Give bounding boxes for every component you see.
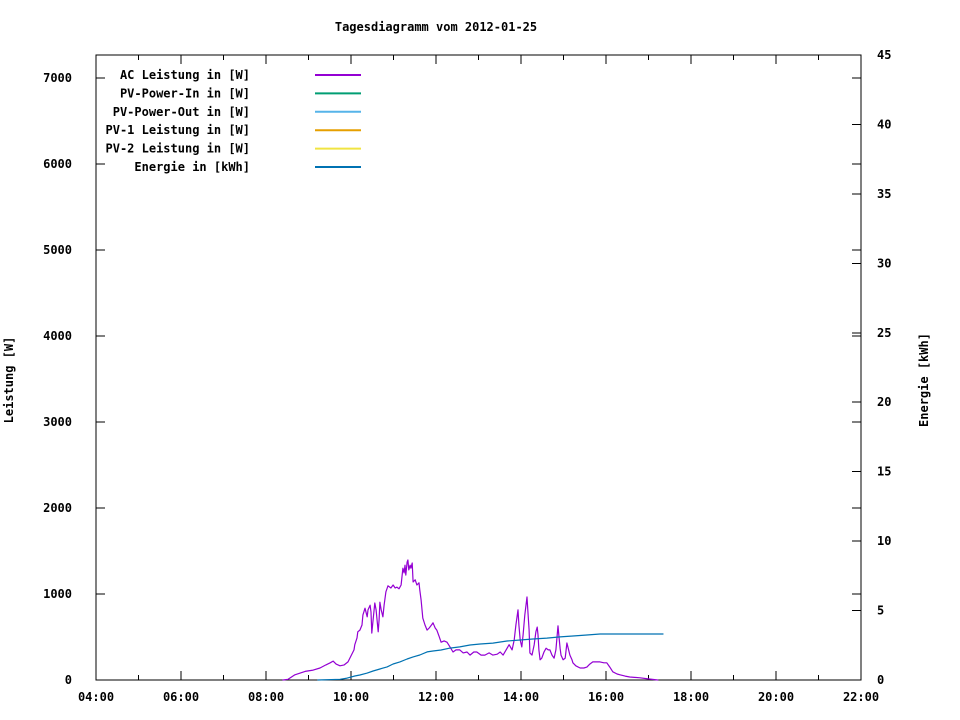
x-tick-label: 12:00	[418, 690, 454, 704]
x-tick-label: 16:00	[588, 690, 624, 704]
legend-entry: AC Leistung in [W]	[120, 68, 361, 82]
series-line-5	[317, 633, 664, 681]
y2-tick-label: 0	[877, 673, 884, 687]
y2-tick-label: 30	[877, 256, 891, 270]
y1-tick-label: 2000	[43, 501, 72, 515]
y1-tick-label: 7000	[43, 71, 72, 85]
x-axis-labels: 04:00 06:00 08:00 10:00 12:00 14:00 16:00 18:00…	[78, 690, 879, 704]
chart-title: Tagesdiagramm vom 2012-01-25	[335, 20, 537, 34]
x-tick-label: 18:00	[673, 690, 709, 704]
y-axis-left-label: Leistung [W]	[2, 337, 16, 424]
y1-tick-label: 4000	[43, 329, 72, 343]
y1-tick-label: 0	[65, 673, 72, 687]
y2-tick-label: 15	[877, 465, 891, 479]
legend: AC Leistung in [W] PV-Power-In in [W] PV-P…	[106, 68, 361, 174]
legend-label: PV-1 Leistung in [W]	[106, 123, 251, 137]
y2-tick-label: 10	[877, 534, 891, 548]
x-tick-label: 06:00	[163, 690, 199, 704]
legend-entry: Energie in [kWh]	[134, 160, 361, 174]
y2-tick-label: 40	[877, 117, 891, 131]
legend-entry: PV-Power-Out in [W]	[113, 105, 361, 119]
legend-label: PV-Power-Out in [W]	[113, 105, 250, 119]
y-axis-left-ticks: 0 1000 2000 3000 4000 5000 6000 7000	[43, 71, 861, 687]
y1-tick-label: 5000	[43, 243, 72, 257]
x-tick-label: 14:00	[503, 690, 539, 704]
y-axis-right-ticks: 0 5 10 15 20 25 30 35 40 45	[852, 48, 891, 687]
legend-entry: PV-Power-In in [W]	[120, 86, 361, 100]
legend-label: PV-2 Leistung in [W]	[106, 142, 251, 156]
x-tick-label: 04:00	[78, 690, 114, 704]
legend-label: AC Leistung in [W]	[120, 68, 250, 82]
legend-label: Energie in [kWh]	[134, 160, 250, 174]
y1-tick-label: 3000	[43, 415, 72, 429]
legend-label: PV-Power-In in [W]	[120, 86, 250, 100]
plot-area: 04:00 06:00 08:00 10:00 12:00 14:00 16:00 18:00…	[43, 48, 891, 704]
x-tick-label: 20:00	[758, 690, 794, 704]
legend-entry: PV-1 Leistung in [W]	[106, 123, 361, 137]
series-curves	[282, 559, 664, 681]
y2-tick-label: 20	[877, 395, 891, 409]
legend-entry: PV-2 Leistung in [W]	[106, 142, 361, 156]
y1-tick-label: 6000	[43, 157, 72, 171]
x-tick-label: 10:00	[333, 690, 369, 704]
y2-tick-label: 25	[877, 326, 891, 340]
y2-tick-label: 35	[877, 187, 891, 201]
series-line-0	[282, 559, 659, 681]
y2-tick-label: 5	[877, 604, 884, 618]
x-axis-ticks	[138, 55, 819, 680]
x-tick-label: 22:00	[843, 690, 879, 704]
x-tick-label: 08:00	[248, 690, 284, 704]
y2-tick-label: 45	[877, 48, 891, 62]
y-axis-right-label: Energie [kWh]	[917, 333, 931, 427]
y1-tick-label: 1000	[43, 587, 72, 601]
